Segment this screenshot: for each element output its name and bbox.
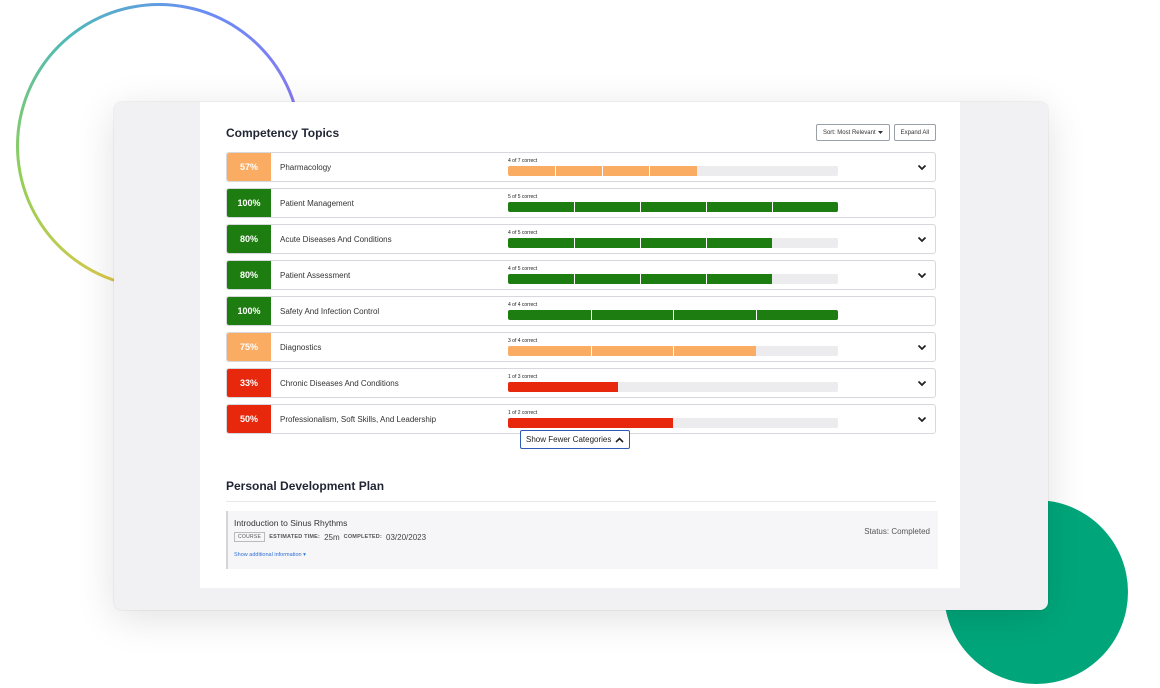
- topic-progress-bar: [508, 166, 838, 176]
- sort-label: Sort: Most Relevant: [822, 129, 876, 136]
- topic-correct-count: 1 of 3 correct: [508, 374, 538, 380]
- course-status: Status: Completed: [864, 527, 930, 536]
- pdp-divider: [226, 501, 936, 502]
- chevron-down-icon[interactable]: [917, 414, 927, 424]
- topic-correct-count: 4 of 7 correct: [508, 158, 538, 164]
- topic-score-badge: 33%: [227, 369, 271, 397]
- topic-progress-bar: [508, 274, 838, 284]
- topic-correct-count: 4 of 5 correct: [508, 266, 538, 272]
- progress-segment-divider: [574, 238, 575, 248]
- topic-name: Professionalism, Soft Skills, And Leader…: [280, 414, 437, 424]
- topic-row: 100% Safety And Infection Control 4 of 4 c…: [226, 296, 936, 326]
- progress-segment-divider: [673, 310, 674, 320]
- progress-segment-divider: [706, 202, 707, 212]
- topic-name: Patient Management: [280, 198, 354, 208]
- expand-all-button[interactable]: Expand All: [893, 124, 936, 141]
- competency-toolbar: Sort: Most Relevant Expand All: [815, 124, 936, 141]
- topic-correct-count: 4 of 5 correct: [508, 230, 538, 236]
- topic-score-badge: 100%: [227, 189, 271, 217]
- completed-label: COMPLETED:: [343, 534, 383, 540]
- topic-progress-bar: [508, 238, 838, 248]
- topic-progress-fill: [508, 202, 838, 212]
- topic-score-badge: 100%: [227, 297, 271, 325]
- progress-segment-divider: [640, 238, 641, 248]
- chevron-down-icon[interactable]: [917, 270, 927, 280]
- topic-score-badge: 57%: [227, 153, 271, 181]
- completed-date: 03/20/2023: [386, 532, 427, 542]
- progress-segment-divider: [640, 274, 641, 284]
- course-title[interactable]: Introduction to Sinus Rhythms: [234, 518, 348, 528]
- show-fewer-label: Show Fewer Categories: [526, 435, 612, 444]
- caret-down-icon: [877, 130, 883, 134]
- topic-row[interactable]: 33% Chronic Diseases And Conditions 1 of 3…: [226, 368, 936, 398]
- progress-segment-divider: [649, 166, 651, 176]
- topic-progress-bar: [508, 202, 838, 212]
- topic-name: Patient Assessment: [280, 270, 351, 280]
- progress-segment-divider: [574, 202, 575, 212]
- topic-progress-fill: [508, 382, 618, 392]
- chevron-down-icon[interactable]: [917, 234, 927, 244]
- topic-name: Diagnostics: [280, 342, 322, 352]
- topic-correct-count: 3 of 4 correct: [508, 338, 538, 344]
- progress-segment-divider: [574, 274, 575, 284]
- topic-row[interactable]: 80% Patient Assessment 4 of 5 correct: [226, 260, 936, 290]
- topic-progress-bar: [508, 382, 838, 392]
- estimated-time-label: ESTIMATED TIME:: [269, 534, 321, 540]
- show-additional-info-link[interactable]: Show additional information ▾: [234, 552, 306, 558]
- topic-progress-bar: [508, 346, 838, 356]
- topic-name: Acute Diseases And Conditions: [280, 234, 392, 244]
- topic-score-badge: 50%: [227, 405, 271, 433]
- topic-score-badge: 75%: [227, 333, 271, 361]
- course-type-badge: COURSE: [234, 532, 266, 542]
- progress-segment-divider: [706, 274, 707, 284]
- course-card: Introduction to Sinus Rhythms COURSE EST…: [226, 511, 938, 569]
- chevron-down-icon[interactable]: [917, 342, 927, 352]
- topic-name: Pharmacology: [280, 162, 332, 172]
- topic-row[interactable]: 80% Acute Diseases And Conditions 4 of 5 c…: [226, 224, 936, 254]
- topic-progress-fill: [508, 418, 673, 428]
- sort-dropdown[interactable]: Sort: Most Relevant: [815, 124, 890, 141]
- progress-segment-divider: [706, 238, 707, 248]
- topic-correct-count: 4 of 4 correct: [508, 302, 538, 308]
- topic-progress-bar: [508, 418, 838, 428]
- progress-segment-divider: [673, 346, 674, 356]
- progress-segment-divider: [640, 202, 641, 212]
- competency-topic-list: 57% Pharmacology 4 of 7 correct 100% Patient…: [226, 152, 936, 440]
- chevron-down-icon[interactable]: [917, 378, 927, 388]
- topic-name: Safety And Infection Control: [280, 306, 380, 316]
- main-panel: Competency Topics Sort: Most Relevant Ex…: [200, 102, 960, 588]
- progress-segment-divider: [555, 166, 557, 176]
- caret-down-icon: ▾: [303, 552, 306, 558]
- course-meta: COURSE ESTIMATED TIME: 25m COMPLETED: 03…: [234, 532, 426, 542]
- topic-progress-bar: [508, 310, 838, 320]
- competency-topics-title: Competency Topics: [226, 126, 340, 140]
- chevron-down-icon[interactable]: [917, 162, 927, 172]
- topic-score-badge: 80%: [227, 261, 271, 289]
- estimated-time-value: 25m: [324, 532, 340, 542]
- topic-row[interactable]: 57% Pharmacology 4 of 7 correct: [226, 152, 936, 182]
- show-additional-info-label: Show additional information: [234, 552, 302, 558]
- chevron-up-icon: [615, 436, 624, 443]
- progress-segment-divider: [755, 310, 757, 320]
- topic-correct-count: 5 of 5 correct: [508, 194, 538, 200]
- progress-segment-divider: [590, 346, 592, 356]
- app-window: Competency Topics Sort: Most Relevant Ex…: [114, 102, 1048, 610]
- show-fewer-categories-button[interactable]: Show Fewer Categories: [520, 430, 631, 449]
- topic-score-badge: 80%: [227, 225, 271, 253]
- pdp-title: Personal Development Plan: [226, 479, 385, 493]
- topic-row[interactable]: 75% Diagnostics 3 of 4 correct: [226, 332, 936, 362]
- topic-row: 100% Patient Management 5 of 5 correct: [226, 188, 936, 218]
- topic-name: Chronic Diseases And Conditions: [280, 378, 399, 388]
- progress-segment-divider: [602, 166, 604, 176]
- topic-progress-fill: [508, 346, 756, 356]
- progress-segment-divider: [590, 310, 592, 320]
- topic-correct-count: 1 of 2 correct: [508, 410, 538, 416]
- progress-segment-divider: [772, 202, 773, 212]
